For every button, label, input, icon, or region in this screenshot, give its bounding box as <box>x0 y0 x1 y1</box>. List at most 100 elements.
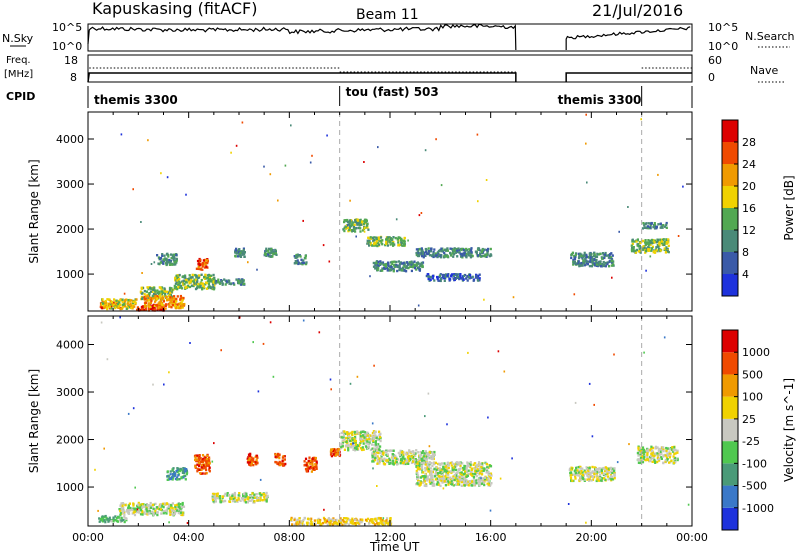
echo-cell <box>591 475 594 478</box>
echo-cell <box>415 470 418 473</box>
echo-cell <box>658 454 661 457</box>
echo-cell <box>301 261 304 264</box>
echo-cell <box>175 470 178 473</box>
echo-cell <box>365 224 369 227</box>
echo-cell <box>574 262 577 265</box>
echo-cell <box>257 498 260 502</box>
echo-cell <box>386 269 389 272</box>
echo-cell <box>646 458 649 461</box>
echo-cell <box>382 451 385 454</box>
echo-cell <box>465 277 468 280</box>
echo-cell <box>660 241 664 245</box>
echo-cell <box>596 252 599 256</box>
echo-cell <box>646 453 649 457</box>
echo-cell <box>139 290 142 293</box>
echo-cell <box>124 298 127 302</box>
echo-cell <box>174 478 177 480</box>
echo-cell <box>585 261 588 265</box>
echo-cell <box>658 447 661 451</box>
echo-cell <box>427 252 430 256</box>
echo-cell <box>647 449 650 452</box>
echo-cell <box>489 509 492 512</box>
echo-cell <box>306 523 309 526</box>
echo-cell <box>608 467 612 470</box>
echo-cell <box>332 453 335 456</box>
echo-cell <box>159 504 162 507</box>
echo-cell <box>233 496 236 499</box>
echo-cell <box>478 472 482 475</box>
echo-cell <box>343 220 346 224</box>
echo-cell <box>194 465 197 468</box>
echo-cell <box>475 482 478 485</box>
echo-cell <box>237 497 240 500</box>
echo-cell <box>664 251 667 254</box>
echo-cell <box>578 254 581 258</box>
echo-cell <box>204 460 208 463</box>
echo-cell <box>479 252 482 255</box>
date-label: 21/Jul/2016 <box>592 1 683 20</box>
echo-cell <box>454 251 457 254</box>
echo-cell <box>373 241 376 244</box>
echo-cell <box>204 263 207 266</box>
echo-cell <box>649 241 652 245</box>
echo-cell <box>600 479 603 482</box>
echo-cell <box>413 459 416 462</box>
echo-cell <box>402 266 405 269</box>
echo-cell <box>415 248 418 251</box>
echo-cell <box>141 510 144 513</box>
echo-cell <box>195 286 199 290</box>
echo-cell <box>295 253 298 257</box>
echo-cell <box>633 240 636 243</box>
echo-cell <box>610 264 613 267</box>
echo-cell <box>460 247 463 251</box>
echo-cell <box>212 288 216 291</box>
echo-cell <box>430 471 433 474</box>
echo-cell <box>484 255 487 258</box>
echo-cell <box>220 349 222 352</box>
echo-cell <box>371 460 374 463</box>
echo-cell <box>407 462 410 465</box>
echo-cell <box>384 263 387 267</box>
colorbar-title: Power [dB] <box>782 175 796 240</box>
colorbar-tick-label: 1000 <box>742 346 770 359</box>
echo-cell <box>114 515 117 518</box>
echo-cell <box>630 244 633 247</box>
echo-cell <box>374 244 377 247</box>
echo-cell <box>438 279 441 282</box>
echo-cell <box>244 501 247 504</box>
echo-cell <box>173 253 176 256</box>
echo-cell <box>120 506 123 509</box>
echo-cell <box>185 193 187 196</box>
echo-cell <box>457 247 460 250</box>
echo-cell <box>135 510 138 514</box>
echo-cell <box>433 248 436 251</box>
echo-cell <box>100 303 103 306</box>
echo-cell <box>189 280 192 283</box>
echo-cell <box>588 477 591 481</box>
echo-cell <box>158 291 161 295</box>
echo-cell <box>156 309 159 312</box>
echo-cell <box>342 433 346 437</box>
echo-cell <box>106 298 109 301</box>
echo-cell <box>414 462 417 466</box>
echo-cell <box>656 244 659 247</box>
echo-cell <box>372 265 376 268</box>
echo-cell <box>123 303 126 306</box>
echo-cell <box>177 502 180 506</box>
echo-cell <box>423 459 426 463</box>
echo-cell <box>148 294 151 298</box>
colorbar-tick-label: 16 <box>742 202 756 215</box>
echo-cell <box>234 255 237 258</box>
echo-cell <box>188 279 191 282</box>
echo-cell <box>476 278 479 282</box>
echo-cell <box>354 436 357 439</box>
echo-cell <box>112 304 115 307</box>
colorbar-tick-label: 8 <box>742 246 749 259</box>
echo-cell <box>149 307 152 310</box>
echo-cell <box>251 460 254 463</box>
echo-cell <box>429 278 432 282</box>
nsky-trace <box>87 23 691 51</box>
echo-cell <box>423 461 426 464</box>
echo-cell <box>577 260 580 263</box>
echo-cell <box>389 459 392 462</box>
